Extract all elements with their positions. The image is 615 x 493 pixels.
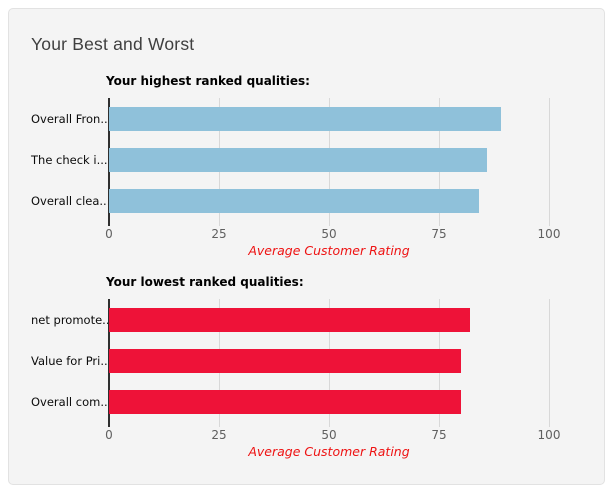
x-tick-label: 50 bbox=[321, 227, 337, 241]
x-tick-label: 0 bbox=[105, 227, 113, 241]
bar-row: Value for Pri... bbox=[31, 340, 582, 381]
chart-title: Your highest ranked qualities: bbox=[106, 74, 310, 88]
x-axis-ticks: 0 25 50 75 100 bbox=[105, 422, 560, 442]
category-label: The check i... bbox=[31, 152, 108, 167]
plot-area: net promote... Value for Pri... Overall co… bbox=[31, 299, 582, 427]
bar[interactable] bbox=[109, 348, 461, 373]
x-axis-title: Average Customer Rating bbox=[248, 243, 410, 258]
bar[interactable] bbox=[109, 389, 461, 414]
bar-track bbox=[109, 188, 549, 213]
x-tick-label: 0 bbox=[105, 428, 113, 442]
panel-title: Your Best and Worst bbox=[31, 34, 195, 54]
category-label: Overall clea... bbox=[31, 193, 111, 208]
bar[interactable] bbox=[109, 188, 479, 213]
bar-row: Overall com... bbox=[31, 381, 582, 422]
x-tick-label: 100 bbox=[537, 227, 561, 241]
x-tick-label: 25 bbox=[211, 428, 227, 442]
x-tick-label: 25 bbox=[211, 227, 227, 241]
category-label: Overall com... bbox=[31, 394, 112, 409]
category-label: Overall Fron... bbox=[31, 111, 112, 126]
highest-ranked-chart: Your highest ranked qualities: Overall Fr… bbox=[31, 73, 582, 258]
bar-track bbox=[109, 147, 549, 172]
plot-area: Overall Fron... The check i... Overall cle… bbox=[31, 98, 582, 226]
category-label: net promote... bbox=[31, 312, 114, 327]
x-tick-label: 75 bbox=[431, 227, 447, 241]
bar-track bbox=[109, 348, 549, 373]
bar[interactable] bbox=[109, 147, 488, 172]
bar-row: net promote... bbox=[31, 299, 582, 340]
bar[interactable] bbox=[109, 307, 470, 332]
bar-track bbox=[109, 389, 549, 414]
x-tick-label: 50 bbox=[321, 428, 337, 442]
x-tick-label: 100 bbox=[537, 428, 561, 442]
bar-track bbox=[109, 307, 549, 332]
category-label: Value for Pri... bbox=[31, 353, 112, 368]
x-axis-title: Average Customer Rating bbox=[248, 444, 410, 459]
lowest-ranked-chart: Your lowest ranked qualities: net promote… bbox=[31, 274, 582, 459]
best-and-worst-panel: Your Best and Worst Your highest ranked … bbox=[8, 8, 605, 485]
x-tick-label: 75 bbox=[431, 428, 447, 442]
bar-track bbox=[109, 106, 549, 131]
bar-row: Overall clea... bbox=[31, 180, 582, 221]
bar-row: Overall Fron... bbox=[31, 98, 582, 139]
x-axis-ticks: 0 25 50 75 100 bbox=[105, 221, 560, 241]
bar-row: The check i... bbox=[31, 139, 582, 180]
chart-title: Your lowest ranked qualities: bbox=[106, 275, 304, 289]
bar[interactable] bbox=[109, 106, 501, 131]
